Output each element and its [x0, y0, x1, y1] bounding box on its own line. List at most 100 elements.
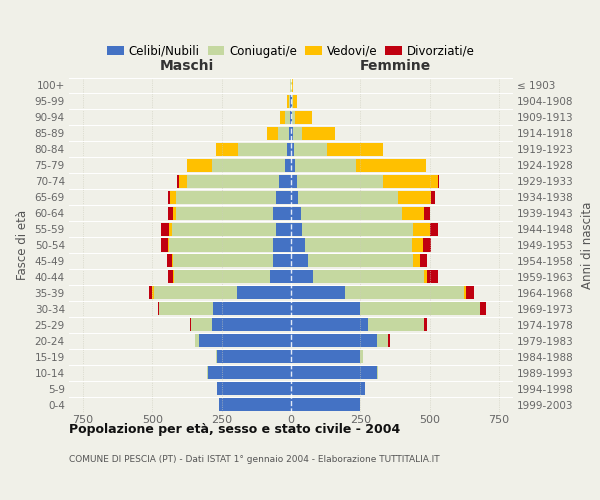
Bar [291, 222, 302, 235]
Bar [291, 254, 308, 268]
Bar [356, 158, 425, 172]
Bar [361, 350, 363, 363]
Bar [217, 350, 291, 363]
Bar [292, 95, 293, 108]
Bar [464, 286, 466, 300]
Bar [345, 286, 464, 300]
Bar [480, 302, 486, 316]
Bar [295, 158, 356, 172]
Bar [286, 111, 290, 124]
Bar [167, 238, 169, 252]
Legend: Celibi/Nubili, Coniugati/e, Vedovi/e, Divorziati/e: Celibi/Nubili, Coniugati/e, Vedovi/e, Di… [103, 40, 479, 62]
Bar [424, 206, 430, 220]
Bar [313, 270, 424, 283]
Bar [161, 222, 169, 235]
Bar [154, 286, 237, 300]
Bar [293, 127, 302, 140]
Bar [427, 270, 438, 283]
Bar [377, 334, 388, 347]
Bar [361, 302, 480, 316]
Bar [438, 174, 439, 188]
Bar [413, 254, 420, 268]
Bar [212, 158, 286, 172]
Bar [402, 206, 424, 220]
Bar [175, 270, 270, 283]
Bar [289, 127, 291, 140]
Bar [420, 254, 427, 268]
Bar [412, 238, 423, 252]
Bar [368, 318, 424, 332]
Bar [291, 302, 361, 316]
Bar [308, 254, 413, 268]
Bar [292, 111, 295, 124]
Bar [273, 238, 291, 252]
Bar [298, 190, 398, 203]
Bar [276, 222, 291, 235]
Bar [292, 79, 293, 92]
Bar [301, 206, 402, 220]
Bar [270, 270, 291, 283]
Y-axis label: Anni di nascita: Anni di nascita [581, 202, 594, 288]
Bar [149, 286, 152, 300]
Bar [278, 174, 291, 188]
Bar [291, 270, 313, 283]
Bar [466, 286, 474, 300]
Bar [158, 302, 159, 316]
Bar [291, 95, 292, 108]
Bar [169, 238, 273, 252]
Bar [273, 206, 291, 220]
Bar [383, 174, 438, 188]
Bar [291, 190, 298, 203]
Bar [208, 366, 291, 379]
Bar [431, 190, 436, 203]
Bar [291, 238, 305, 252]
Text: Femmine: Femmine [360, 60, 431, 74]
Bar [291, 318, 368, 332]
Bar [291, 366, 377, 379]
Bar [291, 206, 301, 220]
Bar [167, 190, 170, 203]
Bar [296, 174, 383, 188]
Bar [172, 222, 276, 235]
Bar [291, 398, 361, 411]
Bar [291, 350, 361, 363]
Bar [187, 158, 212, 172]
Bar [177, 174, 179, 188]
Bar [167, 254, 172, 268]
Bar [291, 286, 345, 300]
Bar [294, 142, 327, 156]
Bar [291, 111, 292, 124]
Bar [293, 95, 298, 108]
Bar [214, 302, 291, 316]
Text: Maschi: Maschi [160, 60, 214, 74]
Bar [216, 350, 217, 363]
Bar [291, 334, 377, 347]
Bar [398, 190, 431, 203]
Bar [179, 174, 187, 188]
Bar [190, 318, 191, 332]
Bar [286, 158, 291, 172]
Text: COMUNE DI PESCIA (PT) - Dati ISTAT 1° gennaio 2004 - Elaborazione TUTTITALIA.IT: COMUNE DI PESCIA (PT) - Dati ISTAT 1° ge… [69, 455, 440, 464]
Bar [167, 270, 173, 283]
Bar [195, 334, 199, 347]
Bar [291, 127, 293, 140]
Bar [199, 334, 291, 347]
Bar [173, 270, 175, 283]
Bar [289, 95, 290, 108]
Bar [276, 190, 291, 203]
Bar [295, 111, 312, 124]
Bar [423, 238, 431, 252]
Bar [302, 222, 413, 235]
Bar [237, 286, 291, 300]
Bar [173, 206, 176, 220]
Bar [287, 95, 289, 108]
Bar [216, 142, 238, 156]
Bar [159, 302, 214, 316]
Bar [172, 254, 173, 268]
Bar [169, 222, 172, 235]
Y-axis label: Fasce di età: Fasce di età [16, 210, 29, 280]
Bar [170, 190, 176, 203]
Bar [278, 127, 289, 140]
Bar [291, 142, 294, 156]
Bar [287, 142, 291, 156]
